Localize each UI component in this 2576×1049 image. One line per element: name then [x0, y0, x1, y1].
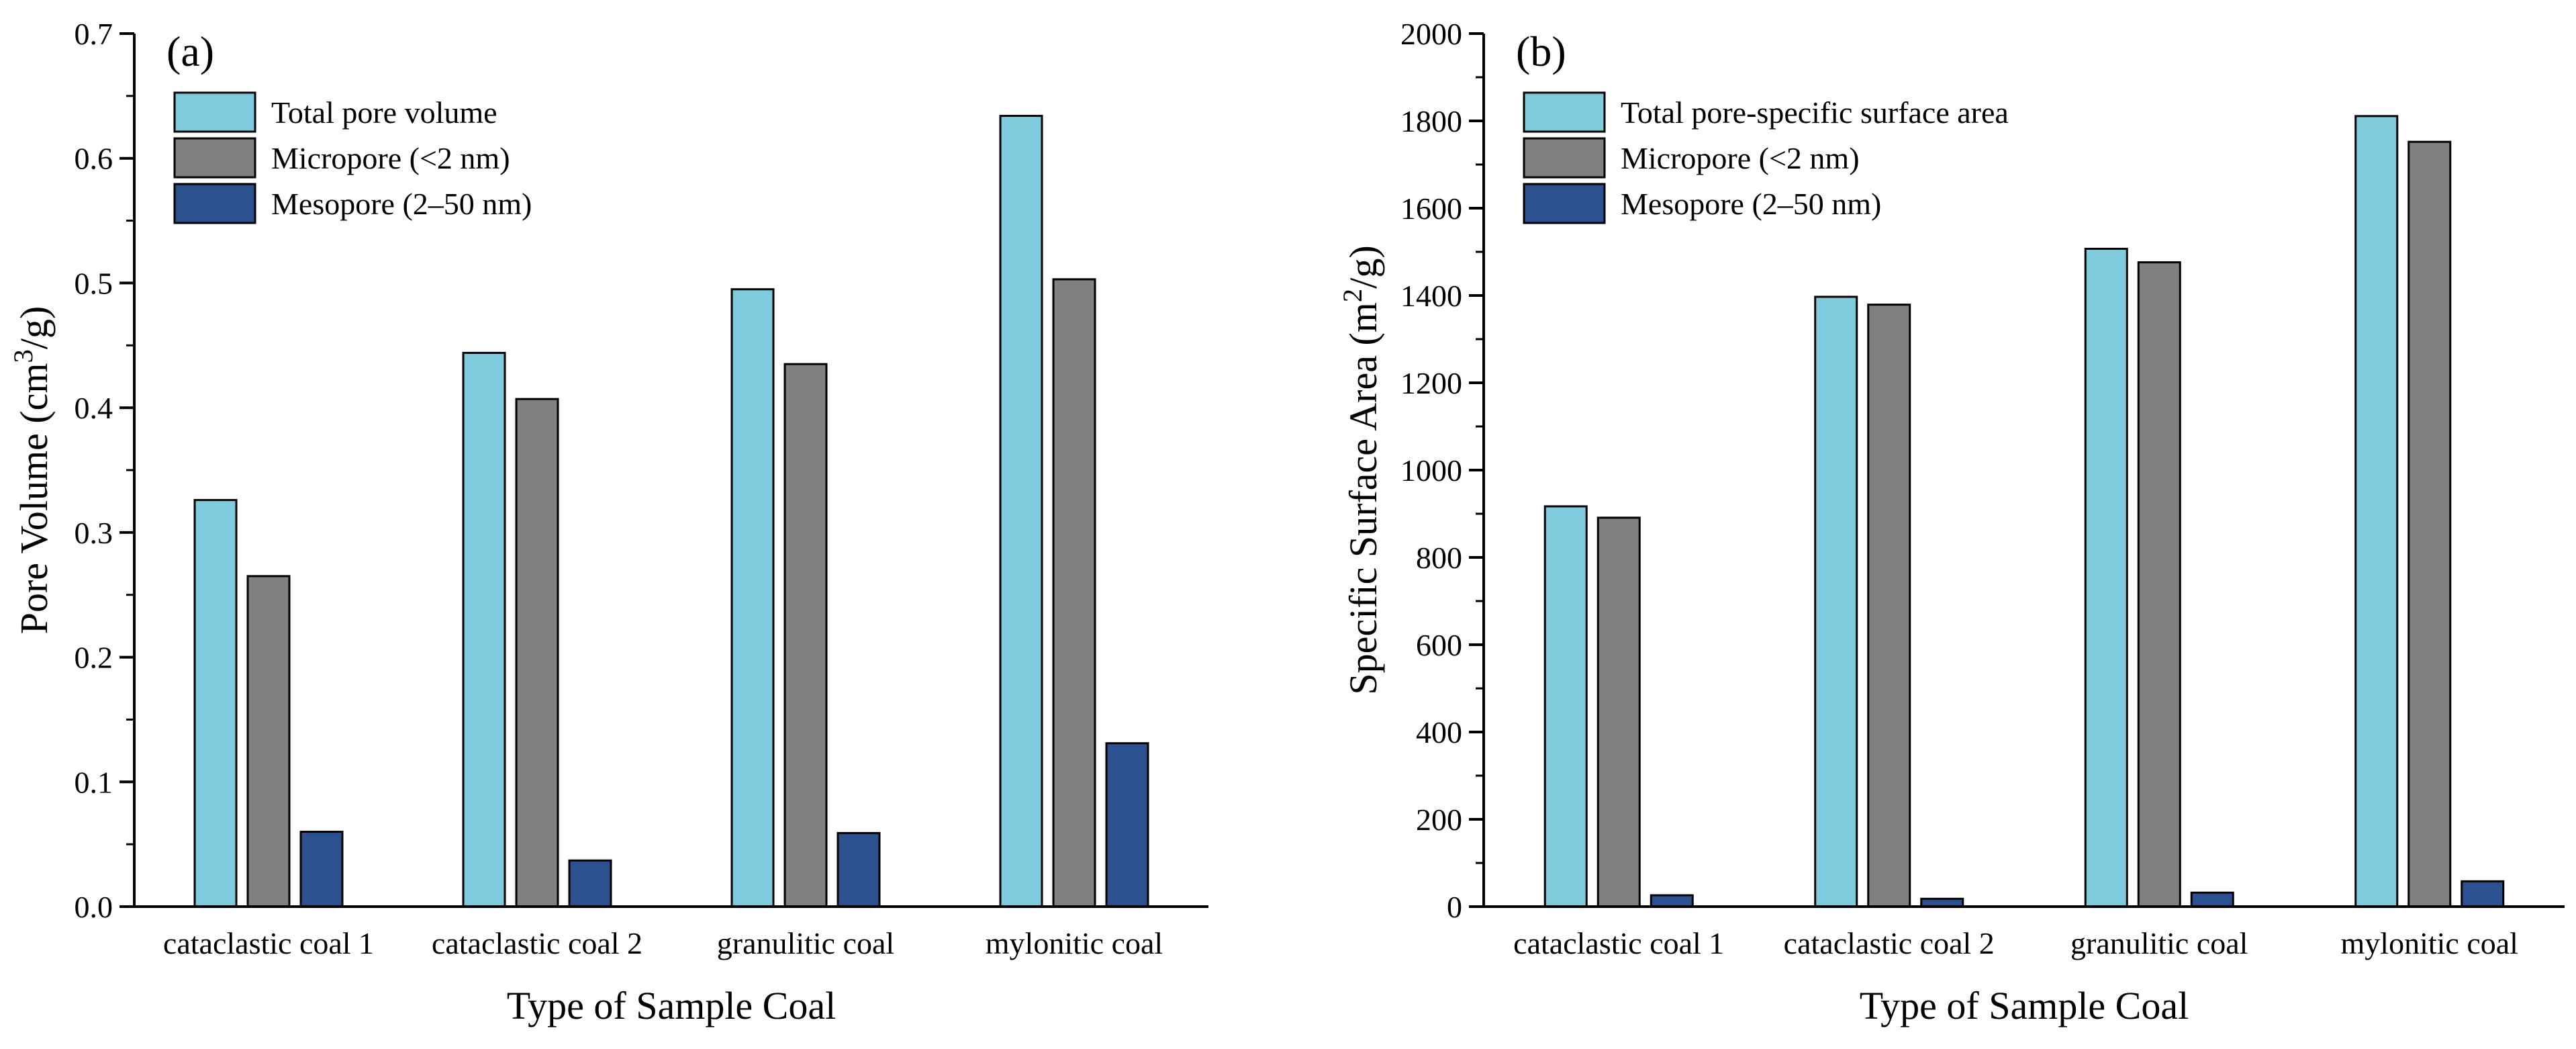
x-tick-label: mylonitic coal	[2341, 926, 2518, 960]
bar-1-s2-c4	[1052, 278, 1096, 908]
y-tick-label: 1000	[1400, 453, 1462, 488]
bar-2-s2-c4	[2407, 140, 2452, 908]
bar-1-s1-c1	[193, 499, 238, 908]
bar-1-s1-c2	[462, 351, 506, 908]
y-tick-label: 1200	[1400, 366, 1462, 400]
y-tick-label: 600	[1416, 628, 1462, 662]
x-tick-label: cataclastic coal 1	[163, 926, 374, 960]
x-tick-label: granulitic coal	[717, 926, 894, 960]
legend-label-2: Micropore (<2 nm)	[271, 141, 510, 175]
x-axis-title: Type of Sample Coal	[1860, 984, 2189, 1028]
bar-1-s3-c2	[568, 859, 612, 908]
y-axis-title: Specific Surface Area (m2/g)	[1337, 245, 1386, 694]
panel-label: (b)	[1516, 28, 1566, 75]
bar-2-s2-c3	[2137, 261, 2181, 908]
x-tick-label: cataclastic coal 1	[1513, 926, 1724, 960]
bar-1-s3-c3	[837, 831, 881, 908]
bar-2-s1-c3	[2084, 247, 2128, 908]
y-tick-label: 200	[1416, 803, 1462, 837]
legend-swatch-2	[173, 137, 256, 179]
bar-2-s2-c1	[1596, 516, 1641, 908]
y-tick-label: 1600	[1400, 191, 1462, 226]
legend-swatch-1	[173, 91, 256, 133]
bar-1-s1-c3	[730, 288, 775, 908]
y-tick-label: 0.6	[75, 142, 113, 176]
bar-1-s2-c1	[246, 575, 291, 908]
legend-swatch-3	[173, 183, 256, 224]
y-axis-title: Pore Volume (cm3/g)	[8, 306, 56, 635]
legend-label-3: Mesopore (2–50 nm)	[1621, 187, 1881, 221]
bar-2-s2-c2	[1867, 304, 1911, 908]
y-tick-label: 0.5	[75, 266, 113, 300]
y-tick-label: 0.7	[75, 17, 113, 51]
y-tick-label: 0.0	[75, 890, 113, 924]
bar-1-s3-c4	[1105, 742, 1149, 908]
bar-2-s1-c4	[2354, 115, 2399, 908]
legend-swatch-2	[1523, 137, 1606, 179]
bar-2-s1-c2	[1814, 295, 1858, 908]
chart-panel-1: 0.0 0.1 0.2 0.3 0.4 0.5 0.6 0.7 cataclastic coal…	[8, 17, 1208, 1028]
bar-1-s2-c3	[783, 363, 828, 908]
y-tick-label: 0.3	[75, 516, 113, 550]
legend-swatch-1	[1523, 91, 1606, 133]
legend-swatch-3	[1523, 183, 1606, 224]
x-axis-title: Type of Sample Coal	[507, 984, 836, 1028]
legend-label-2: Micropore (<2 nm)	[1621, 141, 1860, 175]
y-tick-label: 0.2	[75, 641, 113, 675]
x-tick-label: mylonitic coal	[986, 926, 1163, 960]
y-tick-label: 0.4	[75, 391, 113, 425]
bar-1-s3-c1	[299, 831, 344, 908]
bar-2-s3-c4	[2461, 880, 2505, 908]
y-tick-label: 1800	[1400, 104, 1462, 138]
legend-label-3: Mesopore (2–50 nm)	[271, 187, 532, 221]
y-tick-label: 800	[1416, 541, 1462, 575]
panel-label: (a)	[166, 28, 214, 75]
x-tick-label: cataclastic coal 2	[1784, 926, 1995, 960]
legend-label-1: Total pore volume	[271, 95, 497, 130]
y-tick-label: 2000	[1400, 17, 1462, 51]
bar-2-s3-c3	[2190, 891, 2234, 908]
y-tick-label: 0	[1447, 890, 1462, 924]
y-tick-label: 1400	[1400, 279, 1462, 313]
x-tick-label: granulitic coal	[2070, 926, 2248, 960]
x-tick-label: cataclastic coal 2	[432, 926, 642, 960]
y-tick-label: 0.1	[75, 765, 113, 799]
bar-1-s2-c2	[515, 398, 559, 908]
bar-2-s3-c1	[1650, 894, 1694, 908]
chart-panel-2: 0 200 400 600 800 1000 1200 1400 1600 1800 2000 cat…	[1337, 17, 2565, 1028]
legend-label-1: Total pore-specific surface area	[1621, 95, 2009, 130]
y-tick-label: 400	[1416, 715, 1462, 749]
bar-1-s1-c4	[999, 115, 1043, 908]
bar-2-s1-c1	[1543, 505, 1588, 908]
